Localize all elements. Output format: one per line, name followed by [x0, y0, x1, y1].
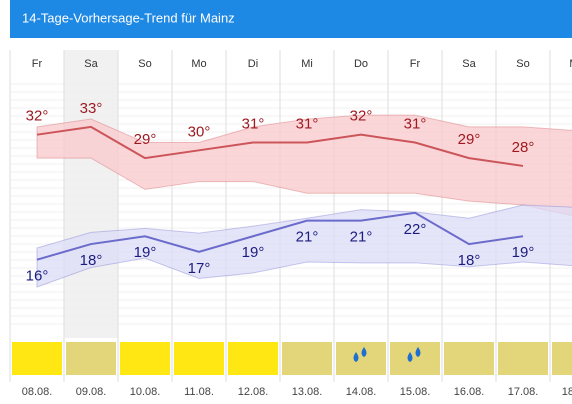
- date-label: 13.08.: [292, 386, 323, 398]
- date-label: 12.08.: [238, 386, 269, 398]
- day-label: So: [138, 58, 151, 70]
- day-label: Di: [248, 58, 258, 70]
- value-label: 16°: [26, 268, 49, 285]
- cloudy: [552, 342, 572, 375]
- header: [10, 0, 572, 38]
- rain: [336, 342, 386, 375]
- value-label: 32°: [350, 108, 373, 125]
- date-label: 16.08.: [454, 386, 485, 398]
- value-label: 29°: [134, 131, 157, 148]
- trend-line: [36, 125, 524, 167]
- range-band: [36, 114, 572, 217]
- date-label: 18.08.: [562, 386, 572, 398]
- day-label: Fr: [32, 58, 43, 70]
- weekend-shade: [64, 50, 118, 338]
- value-label: 21°: [350, 229, 373, 246]
- value-label: 30°: [188, 123, 211, 140]
- cloudy: [444, 342, 494, 375]
- value-label: 21°: [296, 229, 319, 246]
- day-label: Mo: [569, 58, 572, 70]
- date-label: 14.08.: [346, 386, 377, 398]
- value-label: 32°: [26, 108, 49, 125]
- value-label: 31°: [296, 115, 319, 132]
- sunny: [228, 342, 278, 375]
- value-label: 19°: [134, 244, 157, 261]
- weather-icons: [12, 342, 572, 375]
- day-label: Mi: [301, 58, 313, 70]
- value-label: 22°: [404, 221, 427, 238]
- day-label: Mo: [191, 58, 206, 70]
- rain: [390, 342, 440, 375]
- value-label: 31°: [242, 115, 265, 132]
- value-label: 31°: [404, 115, 427, 132]
- date-label: 17.08.: [508, 386, 539, 398]
- value-label: 28°: [512, 139, 535, 156]
- value-label: 33°: [80, 100, 103, 117]
- value-label: 19°: [512, 244, 535, 261]
- day-label: So: [516, 58, 529, 70]
- date-label: 08.08.: [22, 386, 53, 398]
- rain-drops: [353, 347, 367, 362]
- sunny: [174, 342, 224, 375]
- day-label: Do: [354, 58, 368, 70]
- date-label: 09.08.: [76, 386, 107, 398]
- day-label: Sa: [84, 58, 98, 70]
- sunny: [12, 342, 62, 375]
- date-label: 15.08.: [400, 386, 431, 398]
- date-label: 11.08.: [184, 386, 214, 398]
- date-label: 10.08.: [130, 386, 161, 398]
- rain-drops: [407, 347, 421, 362]
- day-label: Sa: [462, 58, 476, 70]
- value-label: 18°: [458, 252, 481, 269]
- cloudy: [498, 342, 548, 375]
- value-label: 18°: [80, 252, 103, 269]
- value-label: 17°: [188, 260, 211, 277]
- cloudy: [282, 342, 332, 375]
- cloudy: [66, 342, 116, 375]
- value-label: 19°: [242, 244, 265, 261]
- sunny: [120, 342, 170, 375]
- value-label: 29°: [458, 131, 481, 148]
- chart-title: 14-Tage-Vorhersage-Trend für Mainz: [22, 10, 235, 25]
- day-label: Fr: [410, 58, 421, 70]
- trend-line: [36, 211, 524, 261]
